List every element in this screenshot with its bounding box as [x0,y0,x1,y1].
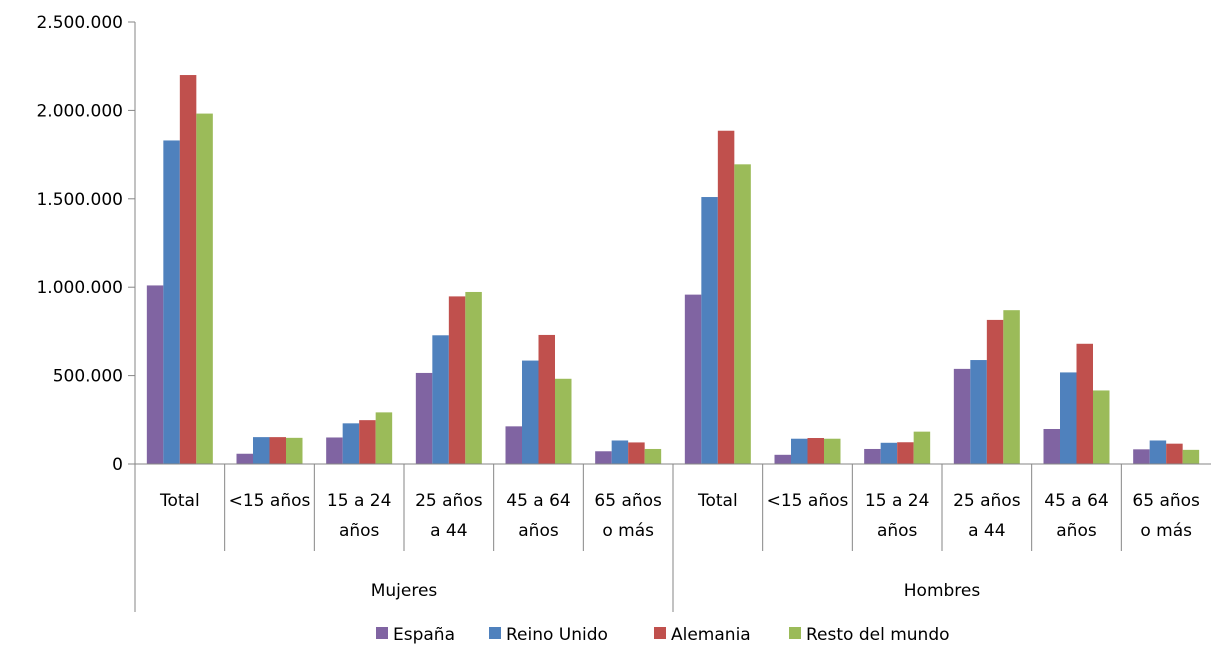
legend-swatch [789,627,801,639]
bar-3 [359,420,376,464]
legend-swatch [489,627,501,639]
category-label: 25 años [953,491,1021,511]
x-axis: Total <15 años 15 a 24 años 25 años a 44 45 a … [135,463,1211,612]
y-axis: 0 500.000 1.000.000 1.500.000 2.000.000 2.500… [36,13,136,612]
bar-3 [448,296,466,464]
bar-4 [1093,390,1110,464]
category-label: años [1056,521,1097,541]
category-label: años [877,521,918,541]
bar-2 [1060,372,1077,464]
bar-1 [505,426,522,464]
bar-3 [269,437,286,464]
bar-2 [970,360,987,464]
bar-1 [1133,449,1150,464]
bar-1 [864,448,881,464]
legend-swatch [654,627,666,639]
bar-2 [432,335,449,464]
category-label: Total [159,491,200,511]
bar-3 [1076,343,1093,464]
bar-4 [644,448,662,464]
category-label: o más [602,521,654,541]
bar-3 [179,75,197,464]
category-label: 15 a 24 [327,491,392,511]
category-label: <15 años [229,491,311,511]
bar-3 [986,319,1004,464]
bar-2 [701,197,718,465]
bar-2 [163,140,180,464]
bar-1 [953,368,971,464]
y-tick-label: 1.500.000 [36,190,123,210]
bar-3 [717,130,735,464]
category-label: 25 años [415,491,483,511]
legend: España Reino Unido Alemania Resto del mundo [376,625,950,645]
group-label: Hombres [904,581,981,601]
bar-1 [774,454,791,464]
y-tick-label: 500.000 [53,367,123,387]
bar-1 [1043,428,1060,464]
bar-4 [555,378,572,464]
bar-4 [1182,449,1200,464]
legend-label: Alemania [671,625,751,645]
category-label: años [339,521,380,541]
bar-4 [465,291,482,464]
bar-3 [538,334,555,464]
bar-3 [897,442,914,464]
category-label: <15 años [767,491,849,511]
category-label: 45 a 64 [506,491,571,511]
y-tick-label: 0 [112,455,123,475]
legend-label: Resto del mundo [806,625,950,645]
category-label: a 44 [968,521,1005,541]
bar-4 [913,431,931,464]
legend-label: España [393,625,455,645]
bar-4 [196,113,213,464]
bar-1 [326,437,343,464]
bar-1 [595,451,612,464]
bar-2 [253,437,270,464]
bar-4 [824,438,841,464]
category-label: 45 a 64 [1044,491,1109,511]
bar-3 [628,442,645,464]
category-label: 65 años [1132,491,1200,511]
legend-swatch [376,627,388,639]
bar-2 [791,438,808,464]
bar-4 [734,164,751,464]
bars [146,75,1200,465]
bar-1 [146,285,164,464]
bar-2 [611,440,629,464]
category-label: a 44 [430,521,467,541]
y-tick-label: 1.000.000 [36,278,123,298]
y-tick-label: 2.500.000 [36,13,123,33]
category-label: 15 a 24 [865,491,930,511]
bar-4 [1003,310,1020,464]
bar-1 [236,453,253,464]
bar-3 [1166,443,1183,464]
bar-3 [807,438,824,464]
bar-2 [342,423,360,464]
legend-label: Reino Unido [506,625,608,645]
group-label: Mujeres [371,581,438,601]
bar-1 [684,294,702,464]
category-label: 65 años [594,491,662,511]
bar-4 [375,412,393,464]
bar-4 [286,437,303,464]
bar-2 [1149,440,1167,464]
category-label: años [518,521,559,541]
category-label: o más [1140,521,1192,541]
bar-2 [522,360,539,464]
bar-2 [880,442,898,464]
bar-1 [415,372,433,464]
y-tick-label: 2.000.000 [36,101,123,121]
category-label: Total [697,491,738,511]
